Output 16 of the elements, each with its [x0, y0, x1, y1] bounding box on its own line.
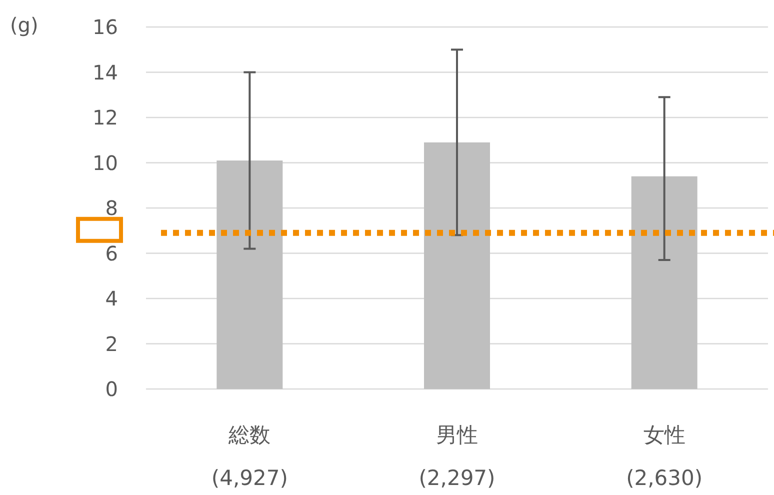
y-tick-label: 8 [105, 196, 118, 220]
x-tick-label: 男性 (2,297) [418, 423, 496, 490]
y-tick-label: 12 [92, 106, 118, 130]
y-tick-label: 6 [105, 241, 118, 266]
bar [424, 142, 490, 389]
y-axis-title: (g) [10, 13, 38, 37]
y-tick-label: 2 [105, 332, 118, 356]
y-tick-label: 16 [92, 15, 118, 39]
x-tick-label: 女性 (2,630) [626, 423, 703, 490]
x-tick-label: 総数 (4,927) [211, 423, 288, 490]
bar [216, 160, 283, 389]
y-tick-label: 4 [105, 286, 118, 310]
y-tick-label: 0 [105, 377, 118, 401]
y-tick-label: 14 [92, 60, 118, 84]
y-tick-label: 10 [92, 150, 118, 175]
bar [631, 176, 698, 389]
